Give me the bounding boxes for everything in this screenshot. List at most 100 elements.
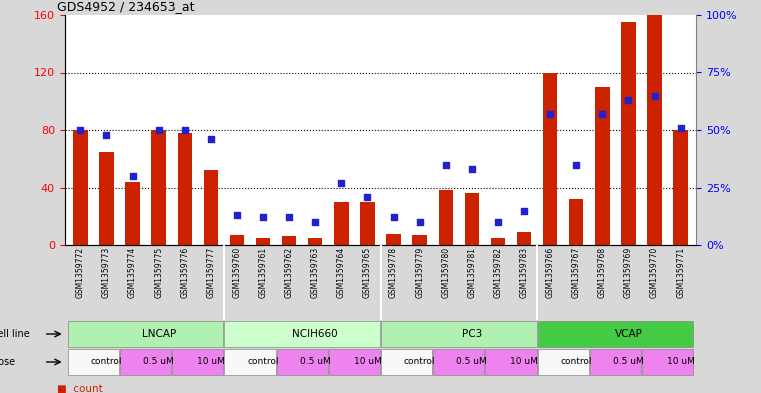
Bar [224,349,275,375]
Point [257,214,269,220]
Bar [276,349,328,375]
Point [518,208,530,214]
Bar [537,349,589,375]
Point [492,219,504,225]
Point [597,111,609,117]
Bar [412,235,427,245]
Point [466,166,478,172]
Text: GSM1359783: GSM1359783 [520,247,529,298]
Point [126,173,139,179]
Bar [465,193,479,245]
Text: control: control [561,358,592,367]
Bar [387,233,401,245]
Bar [172,349,224,375]
Point [231,212,243,218]
Bar [438,190,453,245]
Bar [537,321,693,347]
Bar [360,202,374,245]
Bar [590,349,641,375]
Bar [177,133,192,245]
Text: LNCAP: LNCAP [142,329,176,339]
Text: GSM1359761: GSM1359761 [259,247,268,298]
Bar [621,22,635,245]
Bar [282,236,296,245]
Bar [517,232,531,245]
Point [361,194,374,200]
Text: GSM1359778: GSM1359778 [389,247,398,298]
Text: control: control [404,358,435,367]
Text: control: control [91,358,123,367]
Point [622,97,635,103]
Bar [648,15,662,245]
Point [674,125,686,131]
Text: GSM1359773: GSM1359773 [102,247,111,299]
Text: GSM1359771: GSM1359771 [677,247,685,298]
Text: GSM1359772: GSM1359772 [76,247,84,298]
Text: ■  count: ■ count [57,384,103,393]
Text: control: control [247,358,279,367]
Point [309,219,321,225]
Bar [99,152,113,245]
Point [179,127,191,133]
Text: GSM1359780: GSM1359780 [441,247,451,298]
Text: GSM1359763: GSM1359763 [310,247,320,299]
Bar [256,238,270,245]
Point [283,214,295,220]
Bar [68,349,119,375]
Bar [433,349,485,375]
Text: NCIH660: NCIH660 [292,329,338,339]
Point [440,162,452,168]
Text: dose: dose [0,357,15,367]
Text: GSM1359777: GSM1359777 [206,247,215,299]
Text: GSM1359769: GSM1359769 [624,247,633,299]
Bar [381,321,537,347]
Bar [204,170,218,245]
Point [413,219,425,225]
Text: GSM1359782: GSM1359782 [493,247,502,298]
Text: cell line: cell line [0,329,30,339]
Text: 0.5 uM: 0.5 uM [143,358,174,367]
Point [100,131,113,138]
Text: 10 uM: 10 uM [667,358,695,367]
Text: GSM1359770: GSM1359770 [650,247,659,299]
Text: GSM1359774: GSM1359774 [128,247,137,299]
Bar [673,130,688,245]
Point [648,92,661,99]
Text: PC3: PC3 [462,329,482,339]
Text: 10 uM: 10 uM [197,358,224,367]
Text: 10 uM: 10 uM [510,358,538,367]
Bar [595,87,610,245]
Text: GSM1359760: GSM1359760 [232,247,241,299]
Point [570,162,582,168]
Point [75,127,87,133]
Text: GSM1359766: GSM1359766 [546,247,555,299]
Bar [381,349,432,375]
Text: GSM1359776: GSM1359776 [180,247,189,299]
Text: GSM1359779: GSM1359779 [416,247,424,299]
Text: 0.5 uM: 0.5 uM [457,358,487,367]
Bar [329,349,380,375]
Text: 10 uM: 10 uM [354,358,381,367]
Bar [642,349,693,375]
Text: VCAP: VCAP [615,329,642,339]
Text: 0.5 uM: 0.5 uM [300,358,330,367]
Point [544,111,556,117]
Text: GSM1359767: GSM1359767 [572,247,581,299]
Bar [68,321,224,347]
Bar [308,238,323,245]
Bar [120,349,171,375]
Text: GDS4952 / 234653_at: GDS4952 / 234653_at [57,0,195,13]
Text: GSM1359775: GSM1359775 [154,247,163,299]
Bar [569,199,584,245]
Text: GSM1359762: GSM1359762 [285,247,294,298]
Point [387,214,400,220]
Text: GSM1359781: GSM1359781 [467,247,476,298]
Bar [491,238,505,245]
Bar [151,130,166,245]
Bar [230,235,244,245]
Bar [224,321,380,347]
Text: GSM1359768: GSM1359768 [598,247,607,298]
Bar [543,72,557,245]
Text: GSM1359764: GSM1359764 [337,247,345,299]
Point [336,180,348,186]
